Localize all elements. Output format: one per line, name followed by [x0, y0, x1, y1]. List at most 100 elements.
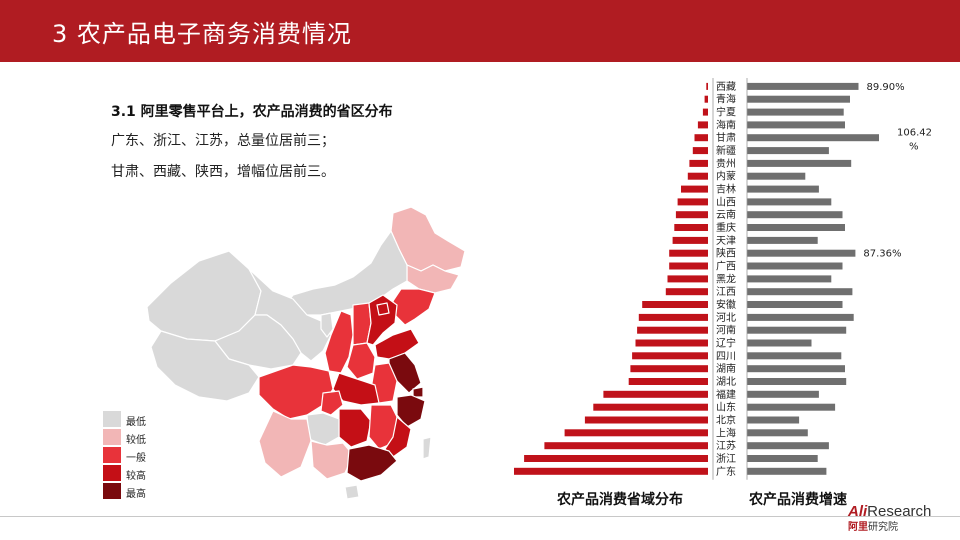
summary-line-growth: 甘肃、西藏、陕西，增幅位居前三。 [111, 164, 335, 180]
summary-line-volume: 广东、浙江、江苏，总量位居前三； [111, 133, 335, 149]
category-label: 四川 [716, 351, 736, 362]
category-label: 河南 [716, 324, 736, 337]
growth-bar [747, 95, 850, 103]
category-label: 黑龙 [716, 272, 736, 285]
legend-label-lowest: 最低 [126, 417, 146, 428]
category-label: 内蒙 [716, 170, 736, 183]
legend-item-low: 较低 [103, 429, 183, 447]
category-label: 福建 [716, 388, 736, 401]
volume-bar [564, 429, 708, 437]
volume-bar [702, 108, 708, 116]
category-label: 贵州 [716, 157, 736, 170]
category-label: 北京 [716, 414, 736, 427]
map-region-hunan [338, 408, 372, 448]
map-region-beijing [376, 302, 390, 316]
legend-label-high: 较高 [126, 471, 146, 482]
growth-bar [747, 185, 819, 193]
volume-bar [638, 313, 708, 321]
growth-bar [747, 429, 808, 437]
volume-bar [692, 147, 708, 155]
volume-bar [681, 185, 708, 193]
chart-title-volume: 农产品消费省域分布 [557, 492, 683, 508]
category-label: 甘肃 [716, 131, 736, 144]
growth-bar [747, 467, 827, 475]
volume-bar [677, 198, 708, 206]
growth-data-label: 89.90% [867, 82, 905, 93]
growth-bar [747, 365, 845, 373]
growth-bar [747, 198, 832, 206]
category-label: 浙江 [716, 453, 736, 465]
legend-label-medium: 一般 [126, 453, 146, 464]
growth-bar [747, 326, 847, 334]
legend-item-high: 较高 [103, 465, 183, 483]
legend-item-highest: 最高 [103, 483, 183, 501]
legend-swatch-low [103, 429, 121, 445]
growth-data-label-unit: % [909, 142, 919, 153]
volume-bar [669, 249, 708, 257]
volume-bar [642, 301, 708, 308]
growth-bar [747, 275, 832, 283]
legend-label-highest: 最高 [126, 489, 146, 500]
growth-bar [747, 352, 842, 360]
category-label: 宁夏 [716, 106, 736, 119]
map-region-hainan [344, 484, 360, 500]
map-region-ningxia [320, 312, 334, 338]
growth-bar [747, 159, 852, 167]
volume-bar [514, 467, 708, 475]
province-bar-charts: 西藏青海宁夏海南甘肃新疆贵州内蒙吉林山西云南重庆天津陕西广西黑龙江西安徽河北河南… [514, 78, 932, 480]
map-region-yunnan [258, 410, 312, 478]
growth-bar [747, 224, 845, 231]
china-province-map [146, 206, 466, 500]
volume-bar [524, 455, 708, 462]
growth-bar [747, 108, 844, 116]
growth-bar [747, 403, 836, 411]
map-region-jilin [406, 264, 460, 294]
legend-label-low: 较低 [126, 435, 146, 446]
volume-bar [674, 224, 708, 231]
logo-wordmark: AliResearch [848, 503, 932, 520]
chart-title-growth: 农产品消费增速 [749, 492, 847, 508]
category-label: 湖南 [716, 362, 736, 375]
growth-data-label: 87.36% [863, 249, 901, 260]
category-label: 河北 [716, 312, 736, 324]
category-label: 辽宁 [716, 337, 736, 350]
growth-bar [747, 249, 856, 257]
volume-bar [665, 288, 708, 296]
category-label: 江苏 [716, 439, 736, 452]
legend-item-medium: 一般 [103, 447, 183, 465]
map-region-shandong [374, 328, 420, 360]
category-label: 云南 [716, 208, 736, 221]
growth-bar [747, 288, 853, 296]
map-region-taiwan [422, 436, 432, 460]
category-label: 山西 [716, 196, 736, 208]
growth-bar [747, 211, 843, 219]
aliresearch-logo: AliResearch 阿里研究院 [848, 503, 948, 537]
category-label: 江西 [716, 286, 736, 298]
growth-bar [747, 378, 847, 385]
growth-bar [747, 172, 806, 180]
volume-bar [669, 262, 708, 270]
map-region-hebei [366, 294, 398, 346]
map-region-neimenggu [282, 230, 408, 316]
footer-divider [0, 516, 960, 517]
category-label: 山东 [716, 401, 736, 414]
category-label: 上海 [716, 426, 736, 439]
legend-item-lowest: 最低 [103, 411, 183, 429]
legend-swatch-lowest [103, 411, 121, 427]
volume-bar [672, 236, 708, 244]
map-region-shanghai [412, 386, 424, 398]
category-label: 吉林 [716, 183, 736, 196]
map-region-zhejiang [396, 394, 426, 428]
volume-bar [544, 442, 708, 450]
volume-bar [635, 339, 708, 347]
growth-bar [747, 262, 843, 270]
category-label: 广西 [716, 261, 736, 273]
category-label: 新疆 [716, 144, 736, 157]
page-title: 3 农产品电子商务消费情况 [52, 20, 352, 48]
growth-data-label: 106.42 [897, 128, 932, 139]
category-label: 天津 [716, 235, 736, 247]
category-label: 西藏 [716, 81, 736, 93]
map-region-guangdong [346, 444, 398, 482]
header-bar: 3 农产品电子商务消费情况 [0, 0, 960, 62]
growth-bar [747, 455, 818, 462]
